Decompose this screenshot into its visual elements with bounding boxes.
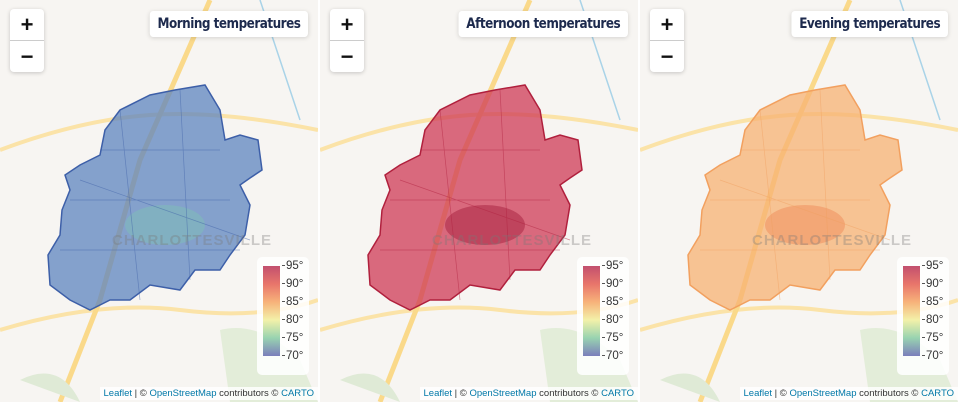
map-panel[interactable]: CHARLOTTESVILLE + − Morning temperatures… [0, 0, 318, 402]
leaflet-link[interactable]: Leaflet [423, 388, 453, 399]
legend-label: 90° [282, 278, 303, 290]
map-canvas[interactable] [640, 0, 958, 402]
city-label: CHARLOTTESVILLE [112, 232, 272, 249]
carto-link[interactable]: CARTO [921, 388, 954, 399]
legend-label: 85° [282, 296, 303, 308]
legend-color-scale [583, 266, 600, 356]
city-temperature-area[interactable] [367, 84, 583, 311]
legend-label: 70° [282, 350, 303, 362]
legend-label: 75° [922, 332, 943, 344]
zoom-out-button[interactable]: − [20, 43, 34, 69]
legend-label: 95° [922, 260, 943, 272]
zoom-out-button[interactable]: − [660, 43, 674, 69]
osm-link[interactable]: OpenStreetMap [789, 388, 857, 399]
legend-label: 85° [922, 296, 943, 308]
attribution-sep: | © [132, 388, 150, 399]
attribution: Leaflet | © OpenStreetMap contributors ©… [739, 387, 958, 400]
temperature-legend: 95° 90° 85° 80° 75° 70° [577, 257, 629, 375]
attribution-sep: | © [452, 388, 470, 399]
zoom-in-button[interactable]: + [650, 9, 684, 41]
osm-link[interactable]: OpenStreetMap [469, 388, 537, 399]
legend-label: 70° [922, 350, 943, 362]
legend-label: 75° [282, 332, 303, 344]
legend-label: 90° [602, 278, 623, 290]
city-temperature-area[interactable] [47, 84, 263, 311]
legend-label: 75° [602, 332, 623, 344]
zoom-in-button[interactable]: + [330, 9, 364, 41]
legend-label: 95° [282, 260, 303, 272]
osm-link[interactable]: OpenStreetMap [149, 388, 217, 399]
map-title: Evening temperatures [791, 11, 948, 37]
carto-link[interactable]: CARTO [601, 388, 634, 399]
legend-label: 85° [602, 296, 623, 308]
leaflet-link[interactable]: Leaflet [743, 388, 773, 399]
zoom-control: + − [650, 9, 684, 72]
zoom-control: + − [10, 9, 44, 72]
legend-label: 90° [922, 278, 943, 290]
legend-color-scale [263, 266, 280, 356]
map-title: Afternoon temperatures [458, 11, 628, 37]
attribution: Leaflet | © OpenStreetMap contributors ©… [419, 387, 638, 400]
city-temperature-area[interactable] [687, 84, 903, 311]
legend-label: 80° [282, 314, 303, 326]
temperature-legend: 95° 90° 85° 80° 75° 70° [257, 257, 309, 375]
map-panel[interactable]: CHARLOTTESVILLE + − Afternoon temperatur… [320, 0, 638, 402]
legend-color-scale [903, 266, 920, 356]
leaflet-link[interactable]: Leaflet [103, 388, 133, 399]
legend-label: 80° [922, 314, 943, 326]
city-label: CHARLOTTESVILLE [752, 232, 912, 249]
city-label: CHARLOTTESVILLE [432, 232, 592, 249]
attribution-contrib: contributors © [216, 388, 282, 399]
carto-link[interactable]: CARTO [281, 388, 314, 399]
legend-label: 70° [602, 350, 623, 362]
zoom-out-button[interactable]: − [340, 43, 354, 69]
temperature-legend: 95° 90° 85° 80° 75° 70° [897, 257, 949, 375]
attribution-sep: | © [772, 388, 790, 399]
legend-label: 95° [602, 260, 623, 272]
zoom-control: + − [330, 9, 364, 72]
map-panel[interactable]: CHARLOTTESVILLE + − Evening temperatures… [640, 0, 958, 402]
map-title: Morning temperatures [149, 11, 308, 37]
attribution-contrib: contributors © [536, 388, 602, 399]
legend-label: 80° [602, 314, 623, 326]
zoom-in-button[interactable]: + [10, 9, 44, 41]
attribution: Leaflet | © OpenStreetMap contributors ©… [99, 387, 318, 400]
attribution-contrib: contributors © [856, 388, 922, 399]
